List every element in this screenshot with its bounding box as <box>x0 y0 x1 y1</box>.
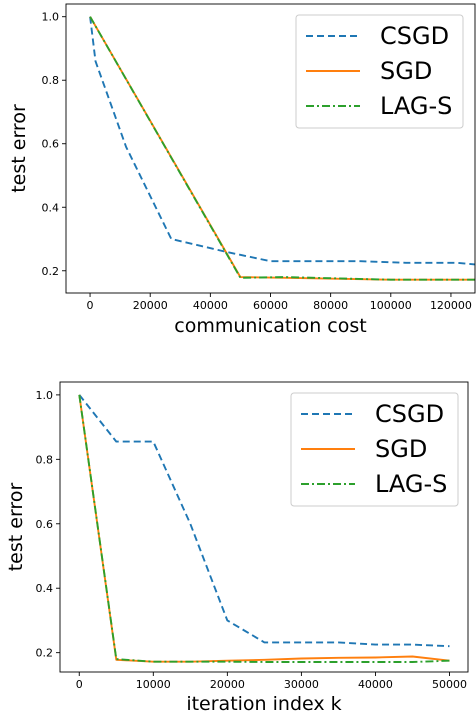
x-tick-label: 80000 <box>313 299 348 312</box>
legend-box <box>295 14 464 129</box>
x-tick-label: 30000 <box>284 678 319 691</box>
legend-label-csgd: CSGD <box>375 400 444 428</box>
x-tick-label: 0 <box>76 678 83 691</box>
x-axis-label: iteration index k <box>186 693 341 715</box>
x-tick-label: 60000 <box>253 299 288 312</box>
y-tick-label: 0.6 <box>36 518 54 531</box>
y-tick-label: 0.4 <box>36 582 54 595</box>
axes-frame <box>59 381 469 673</box>
legend-box <box>290 392 459 507</box>
series-line-sgd <box>89 16 475 281</box>
x-tick-label: 50000 <box>432 678 467 691</box>
x-tick-label: 20000 <box>133 299 168 312</box>
legend-label-sgd: SGD <box>375 435 427 463</box>
x-tick-label: 40000 <box>358 678 393 691</box>
legend-label-lag-s: LAG-S <box>375 470 447 498</box>
y-tick-label: 0.2 <box>42 265 60 278</box>
x-tick-label: 40000 <box>193 299 228 312</box>
legend: CSGD SGD LAG-S <box>295 14 464 129</box>
series-line-csgd <box>78 394 450 648</box>
y-axis-label: test error <box>8 104 30 193</box>
x-tick-label: 100000 <box>370 299 412 312</box>
y-tick-label: 0.2 <box>36 647 54 660</box>
series-line-lag-s <box>78 394 450 663</box>
chart-2: 0 10000 20000 30000 40000 50000 0.2 0.4 0.6 0.8 1.… <box>5 381 469 715</box>
legend: CSGD SGD LAG-S <box>290 392 459 507</box>
y-tick-label: 0.4 <box>42 201 60 214</box>
x-tick-label: 20000 <box>210 678 245 691</box>
x-axis-label: communication cost <box>174 315 366 337</box>
y-tick-label: 1.0 <box>36 389 54 402</box>
y-tick-label: 0.6 <box>42 138 60 151</box>
series-line-csgd <box>89 16 475 266</box>
y-tick-label: 1.0 <box>42 11 60 24</box>
y-tick-label: 0.8 <box>42 74 60 87</box>
y-tick-label: 0.8 <box>36 453 54 466</box>
y-axis-label: test error <box>5 483 27 572</box>
chart-1: 0 20000 40000 60000 80000 100000 120000 0.2 0.4 0… <box>8 3 476 337</box>
x-tick-label: 120000 <box>430 299 472 312</box>
x-tick-label: 0 <box>87 299 94 312</box>
legend-label-sgd: SGD <box>380 57 432 85</box>
legend-label-lag-s: LAG-S <box>380 92 452 120</box>
legend-label-csgd: CSGD <box>380 22 449 50</box>
x-tick-label: 10000 <box>136 678 171 691</box>
